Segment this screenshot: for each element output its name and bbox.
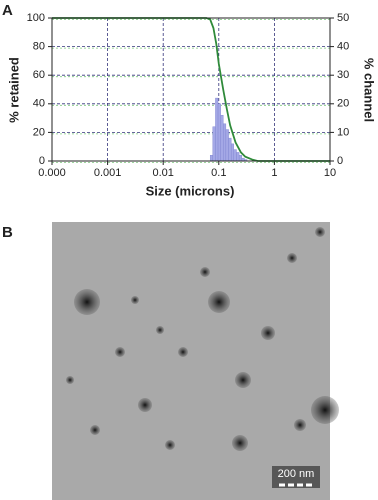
particle [178,347,188,357]
tem-image: 200 nm [52,222,339,500]
particle [287,253,297,263]
y2-tick-label: 50 [337,12,349,24]
y2-tick-label: 20 [337,98,349,110]
x-tick-label: 10 [324,167,336,179]
histogram-bar [236,152,240,162]
y2-tick-label: 0 [337,155,343,167]
particle [90,425,100,435]
particle [261,326,275,340]
plot-frame [51,17,331,162]
histogram-bar [212,126,216,162]
x-tick-label: 0.01 [152,167,173,179]
y-tick-label: 100 [27,12,45,24]
x-tick-label: 0.000 [38,167,66,179]
particle [74,289,100,315]
y-tick-label: 80 [33,41,45,53]
histogram-bar [220,115,224,162]
particle [315,227,325,237]
histogram-bar [217,103,221,162]
y2-tick-label: 30 [337,69,349,81]
particle [115,347,125,357]
scale-bar-background [272,466,320,488]
y2-tick-label: 40 [337,41,349,53]
particle [66,376,74,384]
panel-label: A [2,2,13,19]
scale-bar-label: 200 nm [278,468,315,480]
histogram-bar [209,155,214,162]
y-tick-label: 60 [33,69,45,81]
tem-background [52,222,330,500]
particle [235,372,251,388]
particle [311,396,339,424]
particle [208,291,230,313]
histogram-bar [230,143,234,162]
histogram-bar [228,137,232,162]
particle [138,398,152,412]
particle [232,435,248,451]
y-tick-label: 40 [33,98,45,110]
particle [165,440,175,450]
histogram-bar [225,129,229,162]
histogram-bar [223,123,227,162]
y-tick-label: 0 [39,155,45,167]
particle [131,296,139,304]
y-axis-label: % retained [6,57,21,123]
line [52,17,330,162]
x-tick-label: 0.1 [211,167,226,179]
y-tick-label: 20 [33,126,45,138]
particle [156,326,164,334]
histogram-bar [215,97,219,162]
histogram-bar [233,149,237,162]
y2-tick-label: 10 [337,126,349,138]
panel-label: B [2,224,13,241]
x-tick-label: 1 [271,167,277,179]
x-axis-label: Size (microns) [146,183,235,198]
particle [200,267,210,277]
y2-axis-label: % channel [362,58,377,122]
particle [294,419,306,431]
x-tick-label: 0.001 [94,167,122,179]
histogram-bar [238,155,242,162]
